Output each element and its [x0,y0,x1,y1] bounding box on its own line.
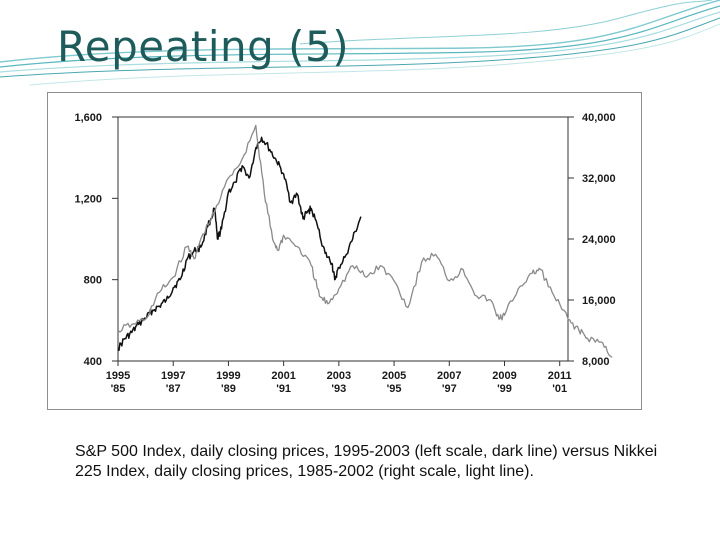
y-right-tick-label: 24,000 [582,234,616,246]
y-left-tick-label: 800 [84,275,102,287]
x-tick-label-secondary: '91 [276,383,291,395]
x-tick-label: 1995 [106,370,130,382]
x-tick-label-secondary: '97 [442,383,457,395]
x-tick-label: 1997 [161,370,185,382]
y-left-tick-label: 1,200 [74,193,102,205]
series-line-nikkei [117,124,613,358]
x-tick-label: 2005 [382,370,406,382]
y-right-tick-label: 16,000 [582,295,616,307]
y-right-tick-label: 40,000 [582,112,616,124]
x-tick-label: 2011 [548,370,572,382]
x-tick-label-secondary: '85 [111,383,126,395]
x-tick-label-secondary: '89 [221,383,236,395]
header-swoosh-decoration [0,0,720,86]
dual-axis-line-chart: 1,600 1,200 800 400 40,000 32,000 24,000 16,000… [74,112,616,395]
x-tick-label: 2003 [327,370,351,382]
x-tick-label: 1999 [216,370,240,382]
x-tick-label-secondary: '01 [552,383,567,395]
y-left-tick-label: 1,600 [74,112,102,124]
y-right-tick-label: 8,000 [582,356,610,368]
slide-title: Repeating (5) [57,22,350,71]
plot-area [117,116,569,362]
chart-panel: 1,600 1,200 800 400 40,000 32,000 24,000 16,000… [47,92,642,410]
chart-caption: S&P 500 Index, daily closing prices, 199… [75,443,658,480]
x-tick-label-secondary: '93 [331,383,346,395]
x-tick-label: 2001 [271,370,295,382]
y-right-tick-label: 32,000 [582,173,616,185]
x-tick-label-secondary: '87 [166,383,181,395]
x-tick-label: 2007 [437,370,461,382]
y-left-tick-label: 400 [84,356,102,368]
x-tick-label: 2009 [492,370,516,382]
x-tick-label-secondary: '95 [387,383,402,395]
series-line-sp500 [117,136,362,352]
x-tick-label-secondary: '99 [497,383,512,395]
